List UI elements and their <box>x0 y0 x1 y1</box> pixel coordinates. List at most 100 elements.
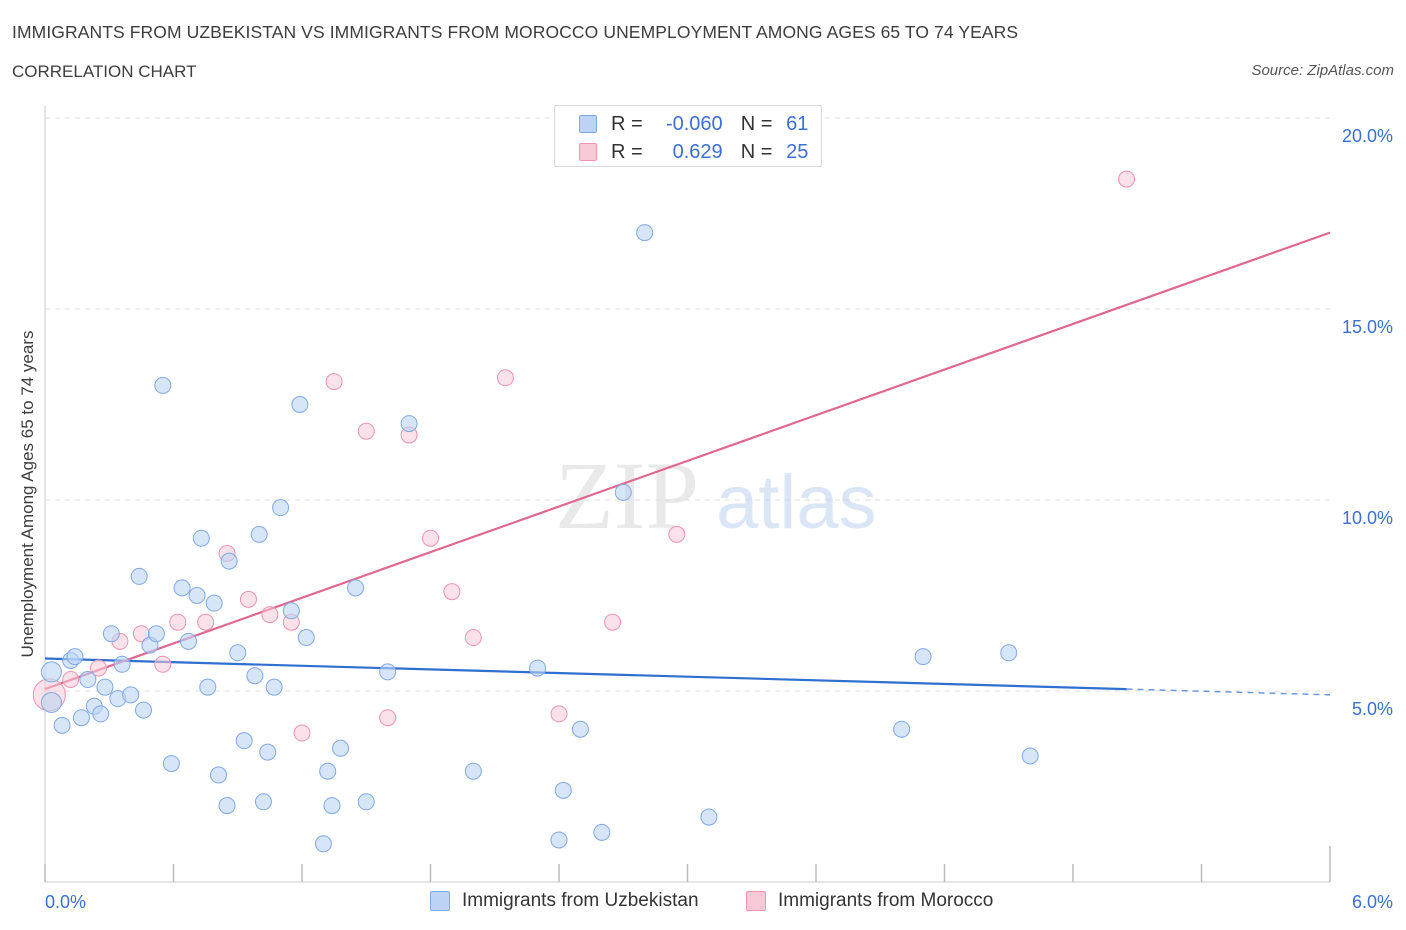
point-uzbekistan <box>130 567 148 585</box>
source-note: Source: ZipAtlas.com <box>1251 62 1394 79</box>
trend-line-morocco <box>44 231 1331 691</box>
chart-subtitle: CORRELATION CHART <box>12 62 197 81</box>
point-uzbekistan <box>40 661 62 683</box>
point-uzbekistan <box>529 659 547 677</box>
n-label: N = <box>740 140 773 163</box>
point-uzbekistan <box>1000 644 1018 662</box>
point-morocco <box>464 629 482 647</box>
point-uzbekistan <box>357 793 375 811</box>
point-morocco <box>261 606 279 624</box>
point-morocco <box>668 525 686 543</box>
stats-legend: R = -0.060 N = 61 R = 0.629 N = 25 <box>554 105 822 167</box>
point-uzbekistan <box>113 655 131 673</box>
point-morocco <box>422 529 439 547</box>
point-morocco <box>154 655 172 673</box>
point-morocco <box>325 373 343 391</box>
point-uzbekistan <box>79 671 97 689</box>
point-uzbekistan <box>614 483 632 501</box>
point-uzbekistan <box>379 663 397 681</box>
point-uzbekistan <box>220 552 238 570</box>
point-morocco <box>379 709 397 727</box>
point-uzbekistan <box>102 625 120 643</box>
grid-lines <box>45 117 1330 692</box>
point-morocco <box>550 705 568 723</box>
point-uzbekistan <box>1021 747 1039 765</box>
point-uzbekistan <box>291 396 309 413</box>
point-uzbekistan <box>147 625 165 643</box>
point-uzbekistan <box>254 793 272 811</box>
point-uzbekistan <box>173 579 191 597</box>
point-morocco <box>239 590 257 608</box>
point-uzbekistan <box>400 415 418 433</box>
legend-item-morocco: Immigrants from Morocco <box>746 890 993 912</box>
point-morocco <box>169 613 187 631</box>
point-uzbekistan <box>332 739 350 757</box>
x-tick-label: 0.0% <box>45 892 86 912</box>
point-uzbekistan <box>464 762 482 780</box>
legend-label-morocco: Immigrants from Morocco <box>778 890 994 911</box>
axes <box>44 106 1331 883</box>
point-uzbekistan <box>571 720 589 738</box>
point-uzbekistan <box>272 499 290 517</box>
point-uzbekistan <box>550 831 568 849</box>
y-tick-label: 5.0% <box>1352 699 1393 719</box>
point-uzbekistan <box>347 579 365 597</box>
r-label: R = <box>611 112 643 135</box>
watermark-atlas: atlas <box>716 460 877 545</box>
n-label: N = <box>740 112 773 135</box>
point-morocco <box>293 724 311 742</box>
point-uzbekistan <box>250 525 268 543</box>
point-uzbekistan <box>72 709 90 727</box>
point-uzbekistan <box>135 701 153 719</box>
x-tick-label: 6.0% <box>1352 892 1393 912</box>
point-uzbekistan <box>700 808 718 826</box>
y-tick-label: 15.0% <box>1342 317 1393 337</box>
legend-item-uzbekistan: Immigrants from Uzbekistan <box>430 890 699 912</box>
trend-extension-uzbekistan <box>1126 688 1331 696</box>
point-uzbekistan <box>229 644 247 662</box>
point-morocco <box>357 422 375 440</box>
point-morocco <box>62 671 80 689</box>
point-uzbekistan <box>122 686 140 704</box>
n-value: 25 <box>786 140 809 163</box>
point-morocco <box>197 613 215 631</box>
legend-label-uzbekistan: Immigrants from Uzbekistan <box>462 890 699 911</box>
point-morocco <box>496 369 514 387</box>
point-uzbekistan <box>636 224 654 242</box>
y-tick-label: 20.0% <box>1342 126 1393 146</box>
morocco-legend-swatch <box>746 891 766 911</box>
point-uzbekistan <box>96 678 114 696</box>
point-morocco <box>90 659 108 677</box>
point-uzbekistan <box>209 766 227 784</box>
r-value: 0.629 <box>672 140 723 163</box>
point-uzbekistan <box>40 691 62 713</box>
legend-row-morocco: R = 0.629 N = 25 <box>579 140 808 164</box>
point-uzbekistan <box>265 678 283 696</box>
point-uzbekistan <box>914 648 932 666</box>
chart-title: IMMIGRANTS FROM UZBEKISTAN VS IMMIGRANTS… <box>12 22 1019 42</box>
point-uzbekistan <box>218 797 236 815</box>
point-morocco <box>604 613 622 631</box>
point-uzbekistan <box>259 743 277 761</box>
point-uzbekistan <box>893 720 911 738</box>
point-uzbekistan <box>554 781 572 799</box>
point-uzbekistan <box>162 755 180 773</box>
n-value: 61 <box>786 112 809 135</box>
r-value: -0.060 <box>665 112 723 135</box>
data-points <box>32 170 1136 853</box>
legend-row-uzbekistan: R = -0.060 N = 61 <box>579 112 808 136</box>
point-morocco <box>1118 170 1136 188</box>
point-morocco <box>443 583 461 601</box>
point-uzbekistan <box>192 529 210 547</box>
point-uzbekistan <box>319 762 337 780</box>
point-uzbekistan <box>179 632 197 650</box>
morocco-swatch <box>579 143 597 161</box>
point-uzbekistan <box>297 629 315 647</box>
point-uzbekistan <box>199 678 217 696</box>
point-uzbekistan <box>66 648 84 666</box>
r-label: R = <box>611 140 643 163</box>
trend-lines <box>44 231 1331 696</box>
point-uzbekistan <box>154 376 172 394</box>
point-uzbekistan <box>235 732 253 750</box>
